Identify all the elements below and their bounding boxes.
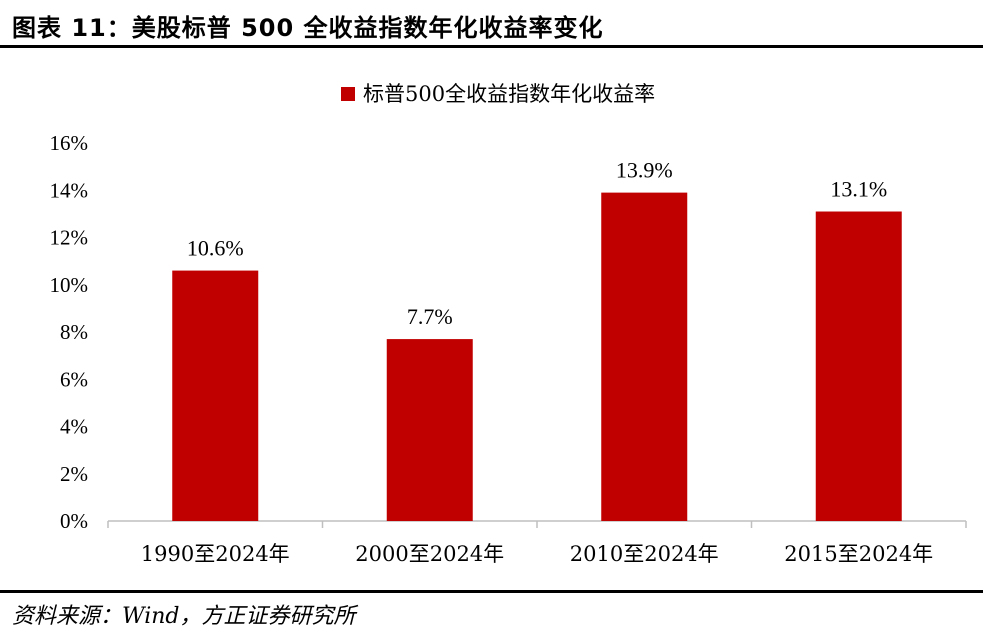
y-tick-label: 12% — [50, 226, 89, 250]
x-category-label: 2010至2024年 — [570, 542, 719, 566]
legend-swatch — [341, 87, 355, 101]
data-label: 13.9% — [616, 158, 673, 183]
bar-chart: 0% 2% 4% 6% 8% 10% 12% 14% 16% 10.6% 1990至2024年 7.7… — [50, 82, 967, 566]
y-tick-label: 2% — [60, 462, 88, 486]
y-tick-label: 16% — [50, 131, 89, 155]
y-tick-label: 8% — [60, 320, 88, 344]
y-tick-label: 4% — [60, 415, 88, 439]
bottom-rule — [0, 590, 983, 593]
figure-title: 图表 11：美股标普 500 全收益指数年化收益率变化 — [12, 14, 604, 42]
y-tick-label: 0% — [60, 509, 88, 533]
bar — [172, 270, 259, 521]
y-tick-label: 14% — [50, 178, 89, 202]
x-category-label: 2015至2024年 — [784, 542, 933, 566]
x-category-label: 1990至2024年 — [141, 542, 290, 566]
y-tick-label: 6% — [60, 367, 88, 391]
bar — [601, 192, 688, 522]
bar — [815, 211, 902, 521]
source-note: 资料来源：Wind，方正证券研究所 — [12, 604, 356, 629]
data-label: 7.7% — [407, 304, 453, 329]
data-label: 10.6% — [187, 236, 244, 261]
top-rule — [0, 45, 983, 48]
x-category-label: 2000至2024年 — [355, 542, 504, 566]
bar — [386, 339, 473, 521]
data-label: 13.1% — [830, 177, 887, 202]
legend-label: 标普500全收益指数年化收益率 — [363, 82, 655, 106]
y-tick-label: 10% — [50, 273, 89, 297]
